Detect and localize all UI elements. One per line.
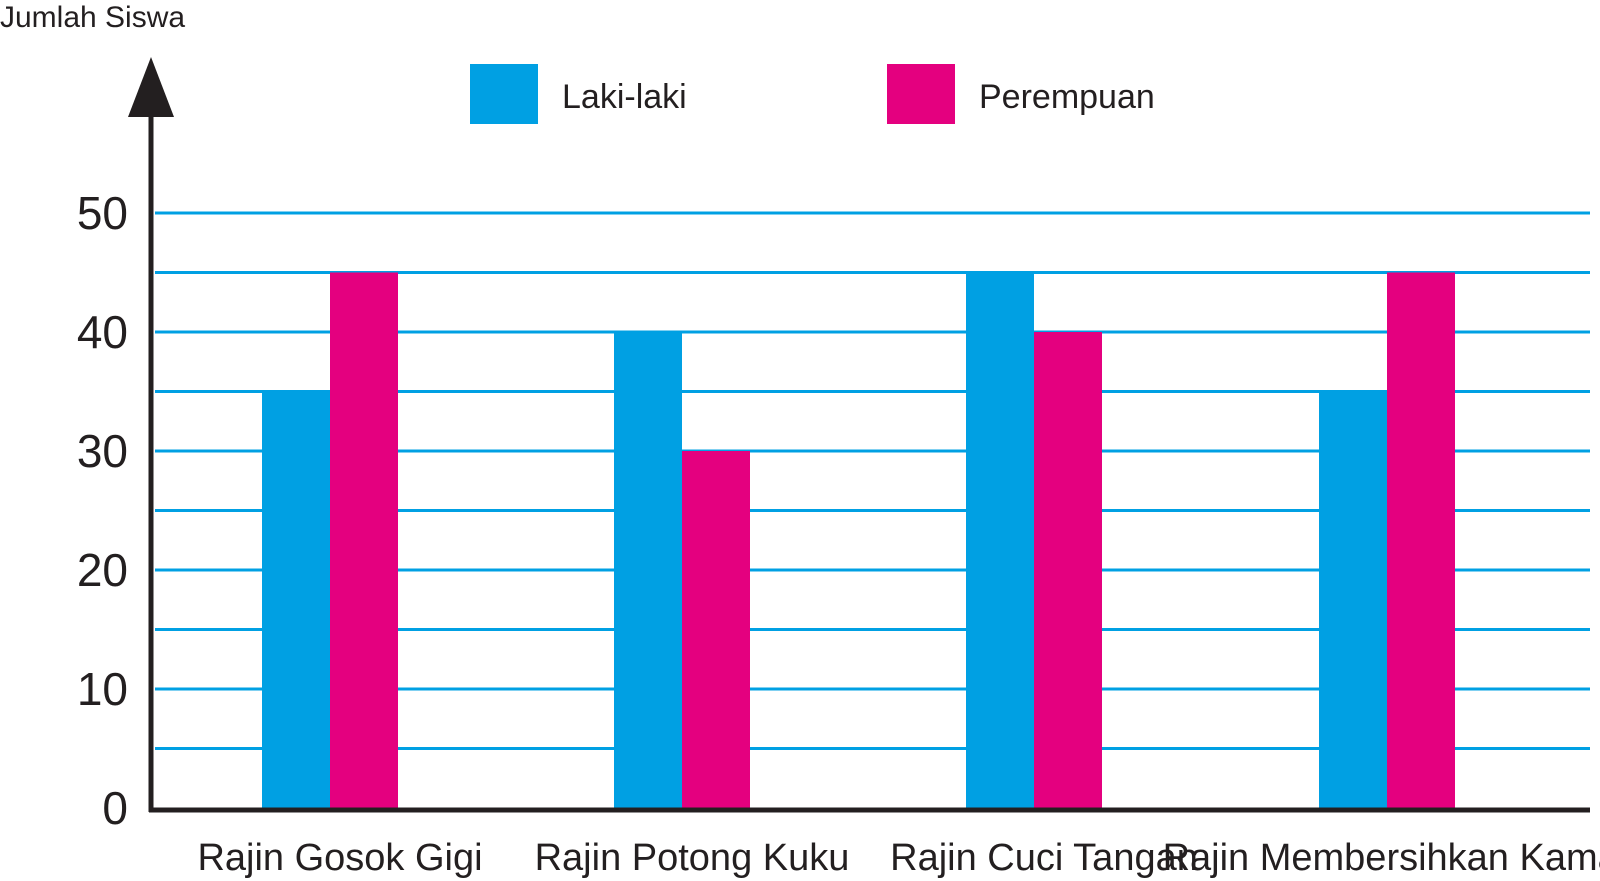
legend-swatch: [470, 64, 538, 124]
y-axis-label: Jumlah Siswa: [0, 1, 185, 34]
legend-label: Laki-laki: [562, 78, 687, 116]
axes: [128, 57, 1590, 813]
x-category-label: Rajin Potong Kuku: [535, 837, 850, 879]
legend-swatch: [887, 64, 955, 124]
legend-label: Perempuan: [979, 78, 1155, 116]
bar-series-2-cat-4: [1387, 272, 1455, 808]
y-tick-labels: 0 10 20 30 40 50: [77, 187, 128, 834]
y-axis-arrow: [128, 57, 174, 117]
y-tick-label: 20: [77, 544, 128, 596]
y-tick-label: 10: [77, 663, 128, 715]
bar-series-1-cat-4: [1319, 391, 1387, 808]
y-tick-label: 0: [102, 782, 128, 834]
x-category-label: Rajin Gosok Gigi: [197, 837, 482, 879]
y-tick-label: 50: [77, 187, 128, 239]
bar-series-2-cat-2: [682, 451, 750, 808]
x-category-label: Rajin Membersihkan Kamar: [1163, 837, 1600, 879]
bar-series-1-cat-3: [966, 272, 1034, 808]
bars: [262, 272, 1455, 808]
y-tick-label: 30: [77, 425, 128, 477]
x-category-label: Rajin Cuci Tangan: [890, 837, 1198, 879]
bar-series-1-cat-2: [614, 332, 682, 808]
y-tick-label: 40: [77, 306, 128, 358]
category-labels: Rajin Gosok Gigi Rajin Potong Kuku Rajin C…: [197, 837, 1600, 879]
bar-series-1-cat-1: [262, 391, 330, 808]
legend: Laki-laki Perempuan: [470, 64, 1155, 124]
bar-series-2-cat-3: [1034, 332, 1102, 808]
bar-series-2-cat-1: [330, 272, 398, 808]
